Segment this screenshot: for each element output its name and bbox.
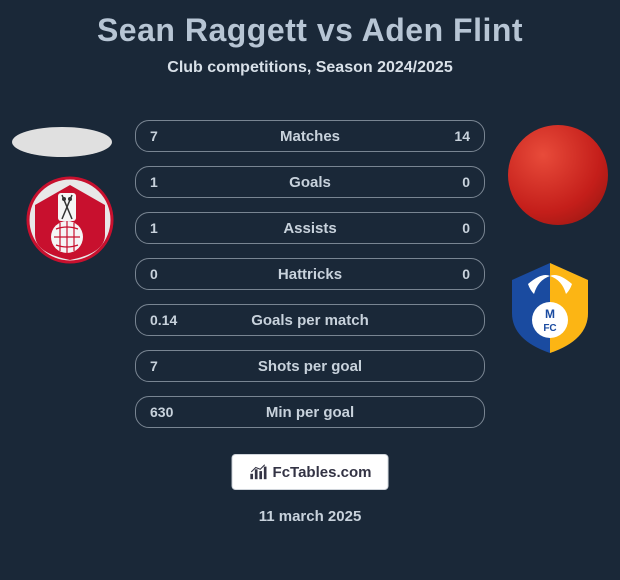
mansfield-badge-icon: M FC bbox=[500, 258, 600, 358]
stat-label: Goals bbox=[289, 174, 331, 191]
stat-left-value: 7 bbox=[150, 358, 200, 374]
rotherham-badge-icon bbox=[20, 175, 120, 265]
stat-right-value: 0 bbox=[420, 266, 470, 282]
stat-left-value: 0 bbox=[150, 266, 200, 282]
stat-row: 630 Min per goal bbox=[135, 396, 485, 428]
player-photo-right bbox=[508, 125, 608, 225]
stat-label: Shots per goal bbox=[258, 358, 362, 375]
club-badge-left bbox=[20, 175, 120, 265]
svg-text:FC: FC bbox=[543, 323, 556, 334]
stat-row: 7 Shots per goal bbox=[135, 350, 485, 382]
stat-label: Goals per match bbox=[251, 312, 369, 329]
comparison-title: Sean Raggett vs Aden Flint bbox=[0, 0, 620, 49]
stat-label: Assists bbox=[283, 220, 336, 237]
stat-row: 1 Goals 0 bbox=[135, 166, 485, 198]
site-logo-badge: FcTables.com bbox=[232, 454, 389, 490]
stat-right-value: 14 bbox=[420, 128, 470, 144]
stat-label: Hattricks bbox=[278, 266, 342, 283]
season-subtitle: Club competitions, Season 2024/2025 bbox=[0, 59, 620, 77]
stat-row: 0.14 Goals per match bbox=[135, 304, 485, 336]
stat-left-value: 0.14 bbox=[150, 312, 200, 328]
stat-left-value: 1 bbox=[150, 174, 200, 190]
footer-date: 11 march 2025 bbox=[259, 508, 362, 525]
stat-left-value: 1 bbox=[150, 220, 200, 236]
svg-text:M: M bbox=[545, 307, 555, 321]
site-name: FcTables.com bbox=[273, 464, 372, 481]
stat-left-value: 630 bbox=[150, 404, 200, 420]
stat-left-value: 7 bbox=[150, 128, 200, 144]
stat-row: 0 Hattricks 0 bbox=[135, 258, 485, 290]
stat-right-value: 0 bbox=[420, 174, 470, 190]
bar-chart-icon bbox=[249, 463, 267, 481]
club-badge-right: M FC bbox=[500, 258, 600, 348]
stat-label: Matches bbox=[280, 128, 340, 145]
stat-label: Min per goal bbox=[266, 404, 354, 421]
player-photo-left bbox=[12, 127, 112, 157]
stat-row: 7 Matches 14 bbox=[135, 120, 485, 152]
stat-row: 1 Assists 0 bbox=[135, 212, 485, 244]
stat-right-value: 0 bbox=[420, 220, 470, 236]
stats-container: 7 Matches 14 1 Goals 0 1 Assists 0 0 Hat… bbox=[135, 120, 485, 428]
